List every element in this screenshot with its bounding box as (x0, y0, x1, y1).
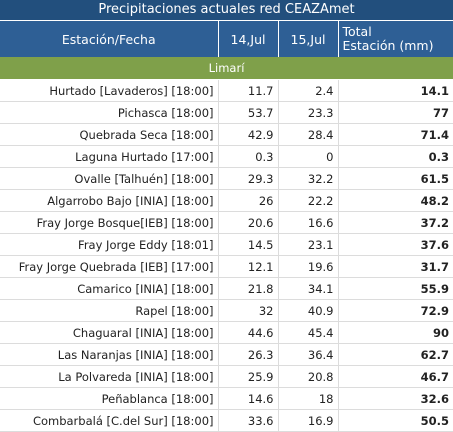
station-name-cell: Camarico [INIA] [18:00] (0, 277, 219, 300)
day2-value-cell: 2.4 (278, 79, 339, 102)
table-row: Camarico [INIA] [18:00] 21.8 34.1 55.9 (0, 277, 453, 300)
total-value-cell: 37.2 (338, 211, 453, 234)
total-value-cell: 46.7 (338, 365, 453, 388)
table-row: Fray Jorge Quebrada [IEB] [17:00] 12.1 19.… (0, 255, 453, 278)
table-row: Algarrobo Bajo [INIA] [18:00] 26 22.2 48.2 (0, 189, 453, 212)
day2-value-cell: 20.8 (278, 365, 339, 388)
day1-value-cell: 21.8 (218, 277, 279, 300)
precipitation-table: Estación/Fecha 14,Jul 15,Jul Total Estac… (0, 21, 453, 432)
table-row: La Polvareda [INIA] [18:00] 25.9 20.8 46.7 (0, 365, 453, 388)
day1-value-cell: 29.3 (218, 167, 279, 190)
day1-value-cell: 53.7 (218, 101, 279, 124)
day2-value-cell: 34.1 (278, 277, 339, 300)
group-row: Limarí (0, 57, 453, 80)
table-row: Peñablanca [18:00] 14.6 18 32.6 (0, 387, 453, 410)
day1-value-cell: 44.6 (218, 321, 279, 344)
total-value-cell: 0.3 (338, 145, 453, 168)
day2-value-cell: 0 (278, 145, 339, 168)
day1-value-cell: 14.5 (218, 233, 279, 256)
station-name-cell: Algarrobo Bajo [INIA] [18:00] (0, 189, 219, 212)
day2-value-cell: 22.2 (278, 189, 339, 212)
total-value-cell: 61.5 (338, 167, 453, 190)
total-header-line1: Total (342, 24, 372, 39)
station-rows: Hurtado [Lavaderos] [18:00] 11.7 2.4 14.1 Pi… (0, 79, 453, 432)
station-name-cell: Laguna Hurtado [17:00] (0, 145, 219, 168)
station-name-cell: Chaguaral [INIA] [18:00] (0, 321, 219, 344)
table-row: Chaguaral [INIA] [18:00] 44.6 45.4 90 (0, 321, 453, 344)
header-row: Estación/Fecha 14,Jul 15,Jul Total Estac… (0, 21, 453, 57)
day2-header: 15,Jul (278, 21, 339, 57)
station-name-cell: La Polvareda [INIA] [18:00] (0, 365, 219, 388)
table-row: Pichasca [18:00] 53.7 23.3 77 (0, 101, 453, 124)
day2-value-cell: 23.3 (278, 101, 339, 124)
station-name-cell: Pichasca [18:00] (0, 101, 219, 124)
table-row: Combarbalá [C.del Sur] [18:00] 33.6 16.9 50… (0, 409, 453, 432)
day1-header: 14,Jul (218, 21, 279, 57)
day1-value-cell: 0.3 (218, 145, 279, 168)
total-value-cell: 62.7 (338, 343, 453, 366)
day2-value-cell: 36.4 (278, 343, 339, 366)
total-value-cell: 14.1 (338, 79, 453, 102)
total-value-cell: 50.5 (338, 409, 453, 432)
day1-value-cell: 33.6 (218, 409, 279, 432)
day1-value-cell: 26 (218, 189, 279, 212)
day2-value-cell: 32.2 (278, 167, 339, 190)
day1-value-cell: 25.9 (218, 365, 279, 388)
total-header: Total Estación (mm) (338, 21, 453, 57)
station-date-header: Estación/Fecha (0, 21, 219, 57)
table-row: Ovalle [Talhuén] [18:00] 29.3 32.2 61.5 (0, 167, 453, 190)
table-row: Fray Jorge Eddy [18:01] 14.5 23.1 37.6 (0, 233, 453, 256)
day1-value-cell: 20.6 (218, 211, 279, 234)
total-value-cell: 32.6 (338, 387, 453, 410)
station-name-cell: Peñablanca [18:00] (0, 387, 219, 410)
total-header-line2: Estación (mm) (342, 38, 434, 53)
station-name-cell: Fray Jorge Bosque[IEB] [18:00] (0, 211, 219, 234)
table-row: Fray Jorge Bosque[IEB] [18:00] 20.6 16.6 37… (0, 211, 453, 234)
station-name-cell: Quebrada Seca [18:00] (0, 123, 219, 146)
station-name-cell: Hurtado [Lavaderos] [18:00] (0, 79, 219, 102)
table-row: Laguna Hurtado [17:00] 0.3 0 0.3 (0, 145, 453, 168)
day1-value-cell: 11.7 (218, 79, 279, 102)
day2-value-cell: 28.4 (278, 123, 339, 146)
panel-title: Precipitaciones actuales red CEAZAmet (0, 0, 453, 21)
total-value-cell: 48.2 (338, 189, 453, 212)
total-value-cell: 77 (338, 101, 453, 124)
day2-value-cell: 19.6 (278, 255, 339, 278)
station-name-cell: Combarbalá [C.del Sur] [18:00] (0, 409, 219, 432)
day1-value-cell: 26.3 (218, 343, 279, 366)
total-value-cell: 72.9 (338, 299, 453, 322)
table-row: Quebrada Seca [18:00] 42.9 28.4 71.4 (0, 123, 453, 146)
total-value-cell: 37.6 (338, 233, 453, 256)
station-name-cell: Las Naranjas [INIA] [18:00] (0, 343, 219, 366)
day1-value-cell: 12.1 (218, 255, 279, 278)
day2-value-cell: 45.4 (278, 321, 339, 344)
table-row: Las Naranjas [INIA] [18:00] 26.3 36.4 62.7 (0, 343, 453, 366)
total-value-cell: 90 (338, 321, 453, 344)
day1-value-cell: 42.9 (218, 123, 279, 146)
total-value-cell: 55.9 (338, 277, 453, 300)
day2-value-cell: 18 (278, 387, 339, 410)
day1-value-cell: 14.6 (218, 387, 279, 410)
day1-value-cell: 32 (218, 299, 279, 322)
total-value-cell: 71.4 (338, 123, 453, 146)
group-label: Limarí (0, 57, 453, 80)
day2-value-cell: 40.9 (278, 299, 339, 322)
station-name-cell: Fray Jorge Eddy [18:01] (0, 233, 219, 256)
total-value-cell: 31.7 (338, 255, 453, 278)
day2-value-cell: 16.9 (278, 409, 339, 432)
day2-value-cell: 16.6 (278, 211, 339, 234)
station-name-cell: Ovalle [Talhuén] [18:00] (0, 167, 219, 190)
station-name-cell: Rapel [18:00] (0, 299, 219, 322)
table-row: Rapel [18:00] 32 40.9 72.9 (0, 299, 453, 322)
day2-value-cell: 23.1 (278, 233, 339, 256)
station-name-cell: Fray Jorge Quebrada [IEB] [17:00] (0, 255, 219, 278)
table-row: Hurtado [Lavaderos] [18:00] 11.7 2.4 14.1 (0, 79, 453, 102)
